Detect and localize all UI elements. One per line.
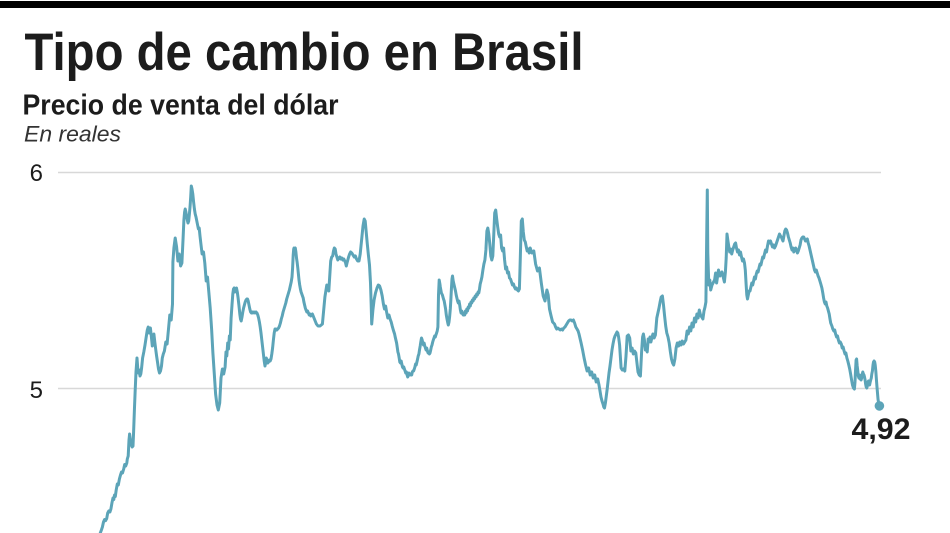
svg-text:5: 5 — [30, 377, 43, 404]
svg-text:Tipo de cambio en Brasil: Tipo de cambio en Brasil — [25, 23, 584, 82]
svg-text:En reales: En reales — [24, 122, 121, 147]
svg-text:6: 6 — [30, 160, 43, 187]
svg-text:4,92: 4,92 — [852, 413, 911, 446]
svg-text:Precio de venta del dólar: Precio de venta del dólar — [23, 90, 339, 122]
